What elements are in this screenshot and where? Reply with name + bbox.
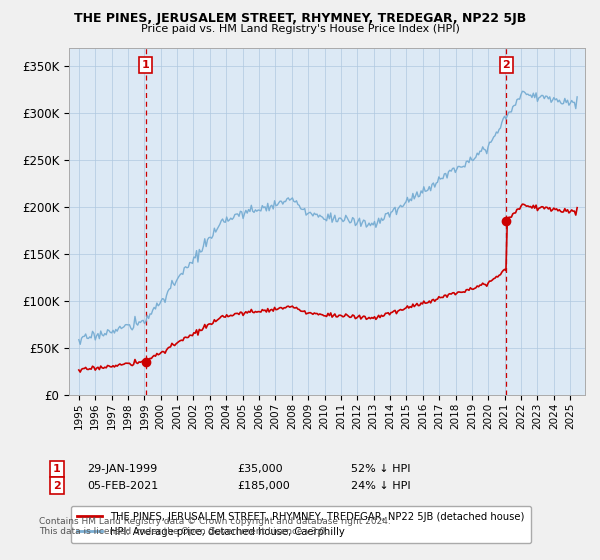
Text: 1: 1 [53, 464, 61, 474]
Text: 29-JAN-1999: 29-JAN-1999 [87, 464, 157, 474]
Text: Price paid vs. HM Land Registry's House Price Index (HPI): Price paid vs. HM Land Registry's House … [140, 24, 460, 34]
Text: £185,000: £185,000 [237, 480, 290, 491]
Text: 2: 2 [53, 480, 61, 491]
Text: 1: 1 [142, 60, 149, 70]
Text: 2: 2 [502, 60, 510, 70]
Text: THE PINES, JERUSALEM STREET, RHYMNEY, TREDEGAR, NP22 5JB: THE PINES, JERUSALEM STREET, RHYMNEY, TR… [74, 12, 526, 25]
Text: 05-FEB-2021: 05-FEB-2021 [87, 480, 158, 491]
Legend: THE PINES, JERUSALEM STREET, RHYMNEY, TREDEGAR, NP22 5JB (detached house), HPI: : THE PINES, JERUSALEM STREET, RHYMNEY, TR… [71, 506, 531, 543]
Text: Contains HM Land Registry data © Crown copyright and database right 2024.
This d: Contains HM Land Registry data © Crown c… [39, 517, 391, 536]
Text: £35,000: £35,000 [237, 464, 283, 474]
Text: 24% ↓ HPI: 24% ↓ HPI [351, 480, 410, 491]
Text: 52% ↓ HPI: 52% ↓ HPI [351, 464, 410, 474]
